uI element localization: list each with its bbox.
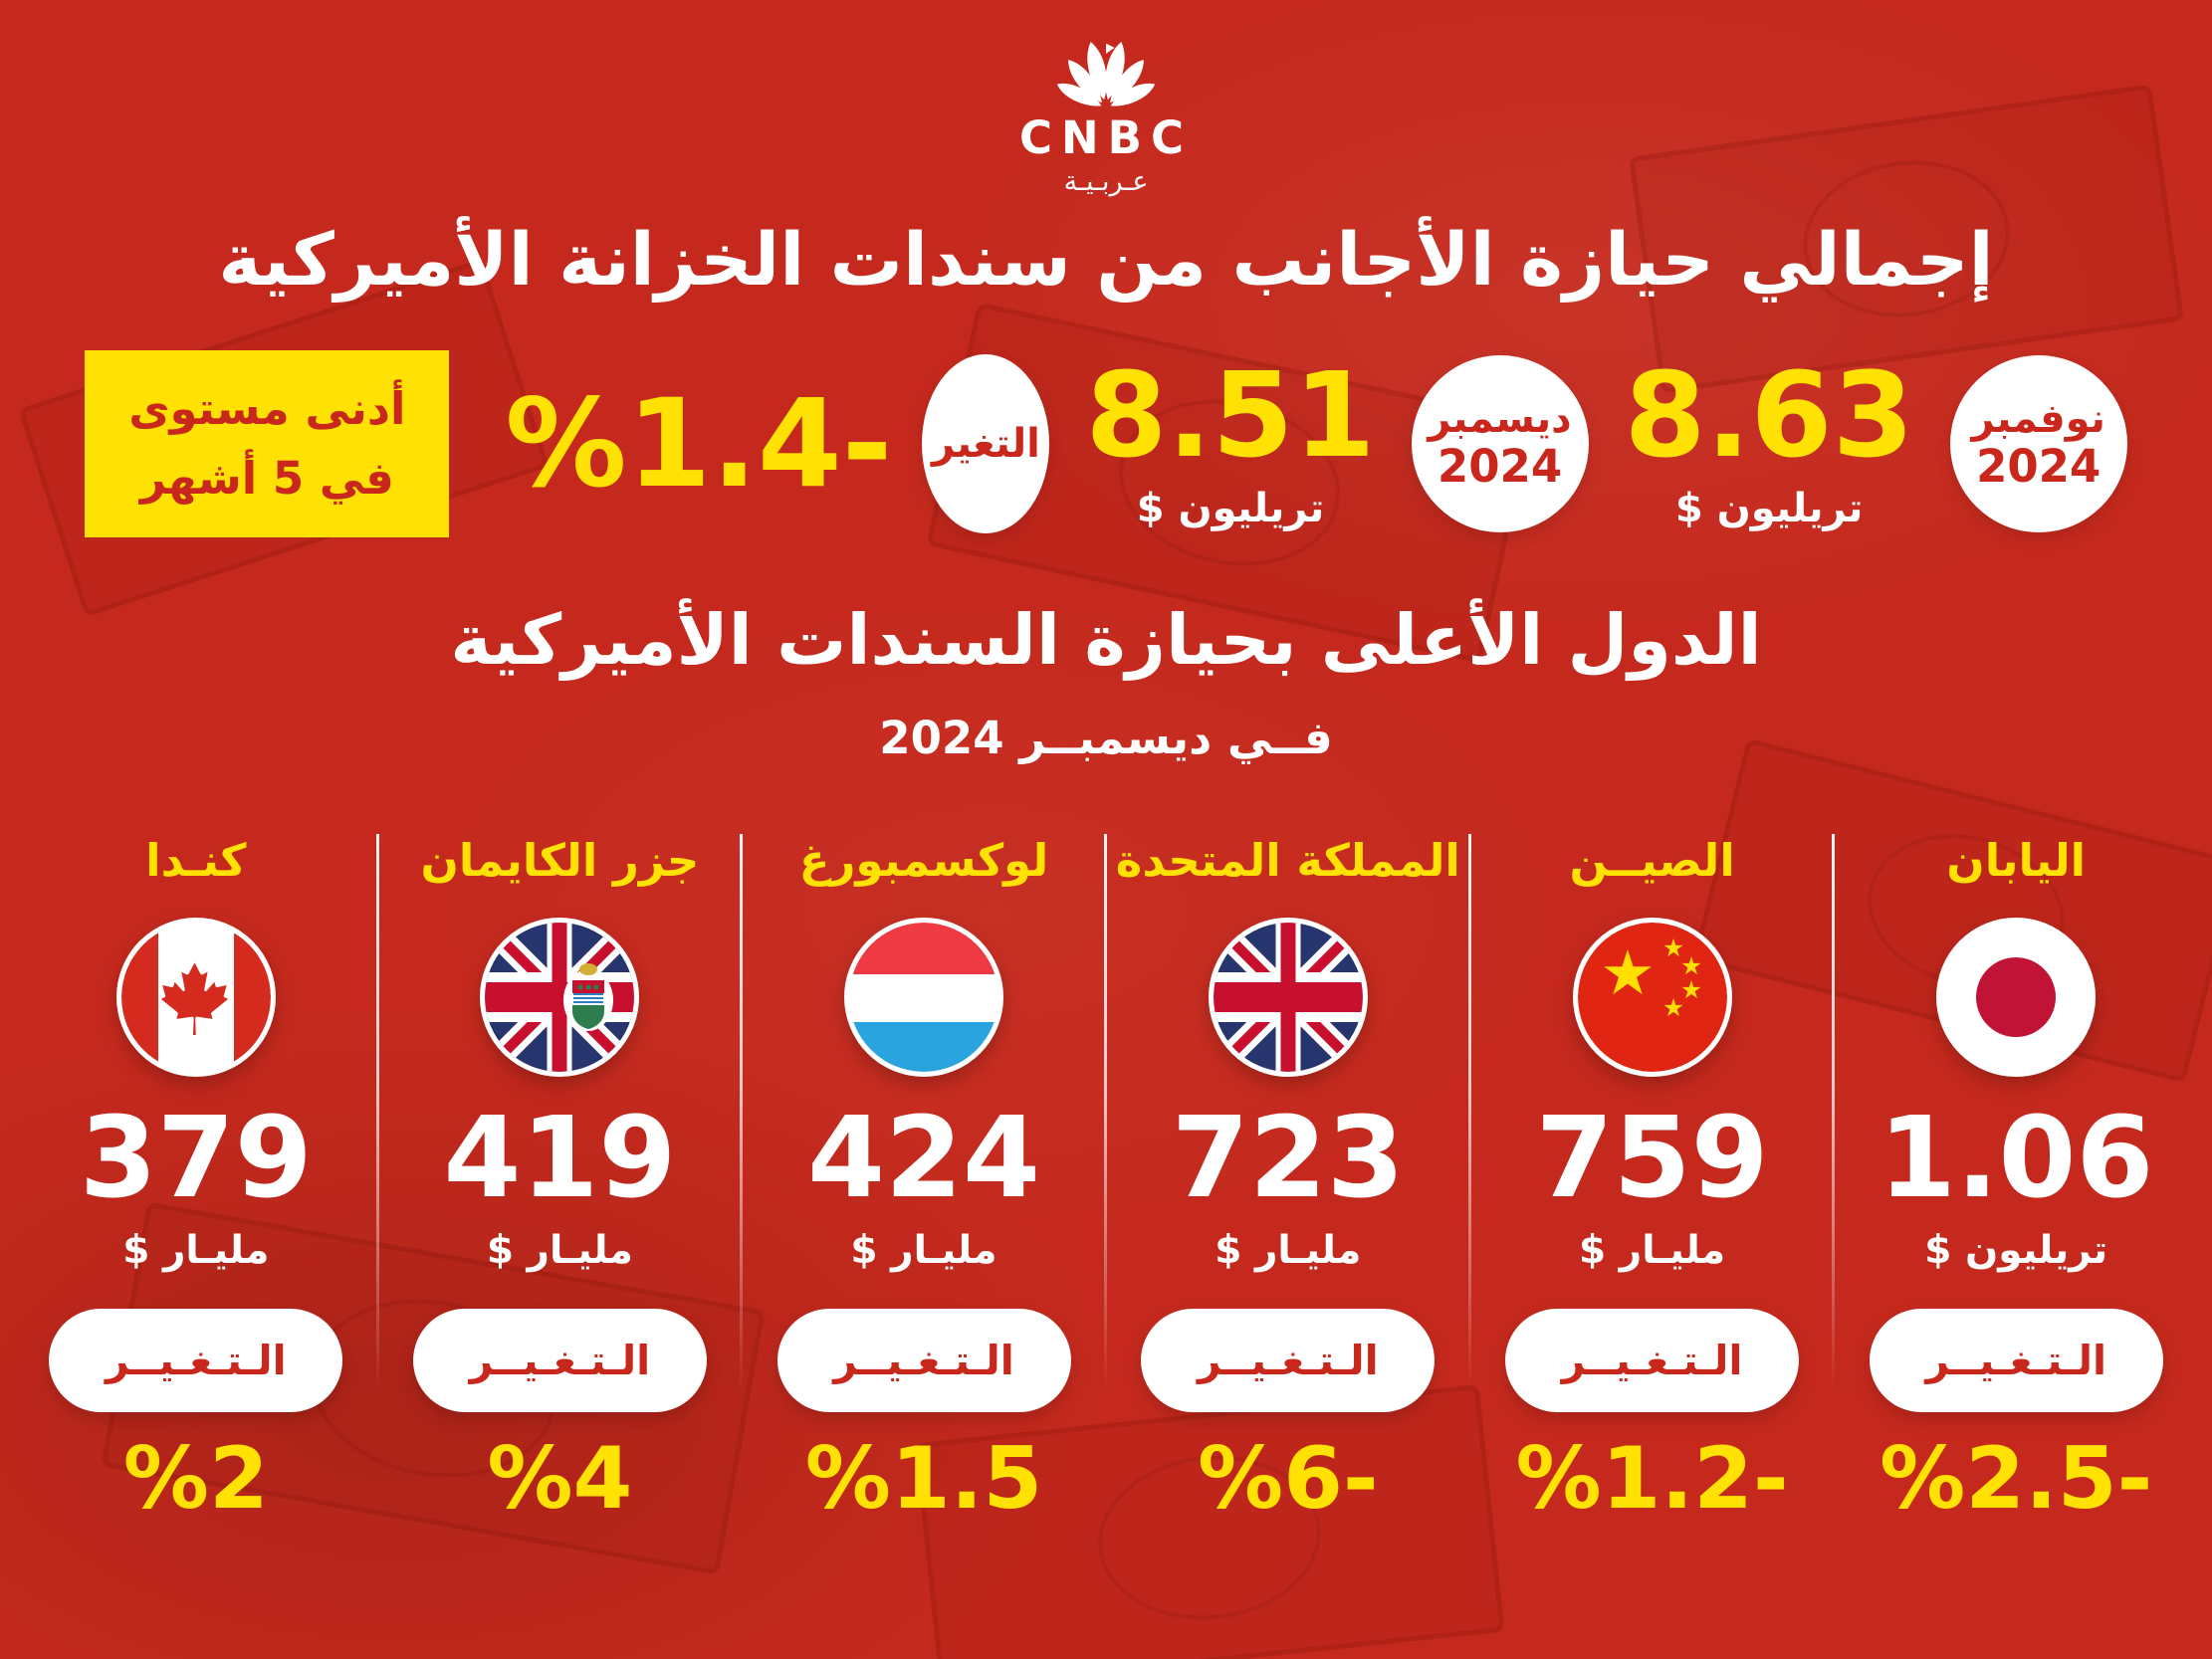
japan-flag-icon — [1941, 922, 2092, 1072]
change-pill-label: الـتـغـيــر — [1925, 1336, 2107, 1384]
country-change-value: %6- — [1197, 1428, 1379, 1529]
country-holdings-value: 723 — [1171, 1093, 1405, 1223]
change-pill: الـتـغـيــر — [1869, 1308, 2163, 1412]
change-pill: الـتـغـيــر — [776, 1308, 1071, 1412]
luxembourg-flag-icon — [849, 922, 998, 1072]
country-holdings-unit: مليـار $ — [1579, 1227, 1726, 1273]
countries-row: اليابان 1.06 تريليون $ الـتـغـيــر %2.5-… — [0, 830, 2212, 1522]
lowest-level-line1: أدنى مستوى — [128, 382, 406, 436]
period-year: 2024 — [1437, 440, 1563, 494]
country-change-value: %4 — [487, 1428, 633, 1529]
country-name: جزر الكايمان — [420, 833, 700, 887]
lowest-level-badge: أدنى مستوى في 5 أشهر — [85, 350, 450, 537]
country-holdings-unit: تريليون $ — [1924, 1227, 2108, 1273]
totals-summary-row: نوفمبر 2024 8.63 تريليون $ ديسمبر 2024 8… — [0, 350, 2212, 537]
total-change-value: %1.4- — [505, 373, 893, 516]
total-december-unit: تريليون $ — [1136, 486, 1325, 532]
change-pill-label: الـتـغـيــر — [1561, 1336, 1743, 1384]
country-name: لوكسمبورغ — [798, 833, 1049, 887]
country-change-value: %2.5- — [1880, 1428, 2153, 1529]
country-holdings-unit: مليـار $ — [486, 1227, 633, 1273]
country-holdings-unit: مليـار $ — [850, 1227, 997, 1273]
cnbc-peacock-icon — [1046, 30, 1166, 111]
country-holdings-unit: مليـار $ — [122, 1227, 270, 1273]
country-name: كنـدا — [145, 833, 247, 887]
change-label-badge: التغير — [922, 354, 1050, 534]
country-name: الصيــن — [1569, 833, 1735, 887]
country-change-value: %1.5 — [804, 1428, 1043, 1529]
country-change-value: %2 — [122, 1428, 269, 1529]
country-column-china: الصيــن 759 مليـار $ الـتـغـيــر %1.2- — [1470, 830, 1835, 1522]
total-december-value: 8.51 — [1085, 346, 1376, 485]
lowest-level-line2: في 5 أشهر — [139, 452, 394, 506]
country-flag — [115, 917, 276, 1077]
period-badge-december: ديسمبر 2024 — [1411, 355, 1589, 533]
country-flag — [1208, 917, 1368, 1077]
change-pill-label: الـتـغـيــر — [1198, 1336, 1379, 1384]
change-pill: الـتـغـيــر — [412, 1308, 707, 1412]
uk-flag-icon — [1213, 922, 1363, 1072]
country-holdings-value: 1.06 — [1879, 1093, 2154, 1223]
canada-flag-icon — [120, 922, 271, 1072]
country-column-uk: المملكة المتحدة 723 مليـار $ الـتـغـيــر… — [1106, 830, 1471, 1529]
cayman-flag-icon — [485, 922, 635, 1072]
country-column-canada: كنـدا 379 مليـار $ الـتـغـيــر %2 — [14, 830, 379, 1529]
change-pill: الـتـغـيــر — [49, 1308, 343, 1412]
total-november: 8.63 تريليون $ — [1619, 356, 1920, 531]
country-column-japan: اليابان 1.06 تريليون $ الـتـغـيــر %2.5- — [1834, 830, 2198, 1522]
period-month: ديسمبر — [1428, 396, 1572, 443]
total-november-unit: تريليون $ — [1674, 486, 1864, 532]
change-pill-label: الـتـغـيــر — [469, 1336, 651, 1384]
cnbc-wordmark: CNBC — [1019, 111, 1194, 164]
country-column-cayman: جزر الكايمان 419 مليـار $ الـتـغـيــر %4 — [378, 830, 743, 1522]
country-column-luxembourg: لوكسمبورغ 424 مليـار $ الـتـغـيــر %1.5 — [742, 830, 1107, 1529]
total-november-value: 8.63 — [1624, 346, 1914, 485]
country-flag — [844, 917, 1003, 1077]
change-pill-label: الـتـغـيــر — [106, 1336, 287, 1384]
period-year: 2024 — [1976, 440, 2101, 494]
period-month: نوفمبر — [1971, 396, 2105, 443]
change-pill: الـتـغـيــر — [1141, 1308, 1436, 1412]
change-pill-label: الـتـغـيــر — [833, 1336, 1014, 1384]
country-holdings-value: 424 — [807, 1093, 1040, 1223]
china-flag-icon — [1577, 922, 1727, 1072]
section-subtitle: فــي ديسمبــر 2024 — [879, 711, 1333, 764]
cnbc-arabic-wordmark: عـربـيـة — [1063, 166, 1149, 197]
country-holdings-value: 379 — [79, 1093, 313, 1223]
total-december: 8.51 تريليون $ — [1079, 356, 1381, 531]
section-title: الدول الأعلى بحيازة السندات الأميركية — [450, 598, 1762, 681]
country-flag — [1572, 917, 1732, 1077]
country-flag — [1936, 917, 2097, 1077]
period-badge-november: نوفمبر 2024 — [1949, 355, 2127, 533]
country-flag — [480, 917, 640, 1077]
country-name: المملكة المتحدة — [1115, 833, 1460, 887]
country-change-value: %1.2- — [1515, 1428, 1789, 1529]
country-name: اليابان — [1946, 833, 2087, 887]
country-holdings-unit: مليـار $ — [1215, 1227, 1362, 1273]
page-title: إجمالي حيازة الأجانب من سندات الخزانة ال… — [218, 218, 1994, 304]
cnbc-arabia-logo: CNBC عـربـيـة — [0, 0, 2212, 198]
country-holdings-value: 419 — [443, 1093, 677, 1223]
country-holdings-value: 759 — [1535, 1093, 1769, 1223]
change-pill: الـتـغـيــر — [1505, 1308, 1800, 1412]
